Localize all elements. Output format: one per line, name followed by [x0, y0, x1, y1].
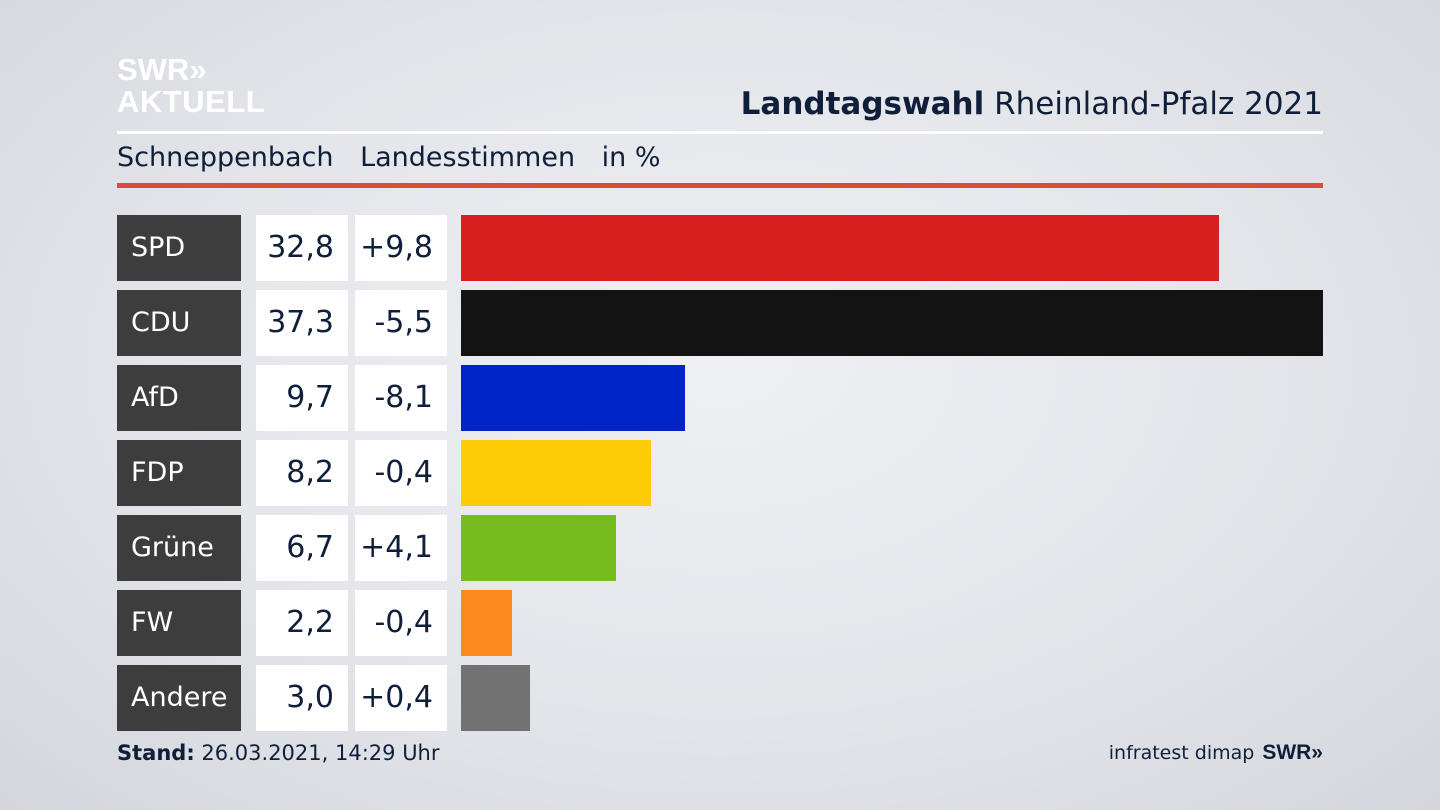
- data-label-change: -0,4: [355, 590, 447, 656]
- party-label: CDU: [117, 290, 241, 356]
- page-title: Landtagswahl Rheinland-Pfalz 2021: [741, 86, 1323, 122]
- bar-andere: [461, 665, 530, 731]
- data-label-value: 6,7: [256, 515, 348, 581]
- title-bold: Landtagswahl: [740, 86, 985, 122]
- data-label-change: -5,5: [355, 290, 447, 356]
- data-label-value: 32,8: [256, 215, 348, 281]
- subheader-vote-type: Landesstimmen: [360, 142, 576, 173]
- party-label: SPD: [117, 215, 241, 281]
- source-credit: infratest dimap SWR»: [1109, 741, 1323, 765]
- data-label-change: +4,1: [355, 515, 447, 581]
- data-label-change: +9,8: [355, 215, 447, 281]
- bar-afd: [461, 365, 685, 431]
- swr-aktuell-logo: SWR» AKTUELL: [117, 54, 265, 118]
- accent-divider: [117, 183, 1323, 188]
- data-label-value: 9,7: [256, 365, 348, 431]
- timestamp: Stand: 26.03.2021, 14:29 Uhr: [117, 741, 440, 765]
- subheader-unit: in %: [601, 142, 661, 173]
- bar-cdu: [461, 290, 1323, 356]
- party-label: AfD: [117, 365, 241, 431]
- bar-grüne: [461, 515, 616, 581]
- data-label-value: 37,3: [256, 290, 348, 356]
- logo-line-1: SWR»: [117, 52, 207, 87]
- data-label-change: -8,1: [355, 365, 447, 431]
- party-label: FDP: [117, 440, 241, 506]
- bar-fw: [461, 590, 512, 656]
- party-label: FW: [117, 590, 241, 656]
- stand-label: Stand:: [117, 741, 195, 765]
- logo-line-2: AKTUELL: [117, 84, 266, 119]
- source-brand: SWR»: [1262, 741, 1323, 764]
- data-label-change: +0,4: [355, 665, 447, 731]
- data-label-change: -0,4: [355, 440, 447, 506]
- header-divider: [117, 131, 1323, 134]
- party-label: Andere: [117, 665, 241, 731]
- data-label-value: 3,0: [256, 665, 348, 731]
- source-name: infratest dimap: [1108, 742, 1255, 764]
- stand-value: 26.03.2021, 14:29 Uhr: [201, 741, 440, 765]
- title-rest: Rheinland-Pfalz 2021: [994, 86, 1323, 122]
- party-label: Grüne: [117, 515, 241, 581]
- bar-fdp: [461, 440, 651, 506]
- subheader-place: Schneppenbach: [117, 142, 334, 173]
- bar-spd: [461, 215, 1219, 281]
- data-label-value: 2,2: [256, 590, 348, 656]
- data-label-value: 8,2: [256, 440, 348, 506]
- subheader: Schneppenbach Landesstimmen in %: [117, 142, 679, 173]
